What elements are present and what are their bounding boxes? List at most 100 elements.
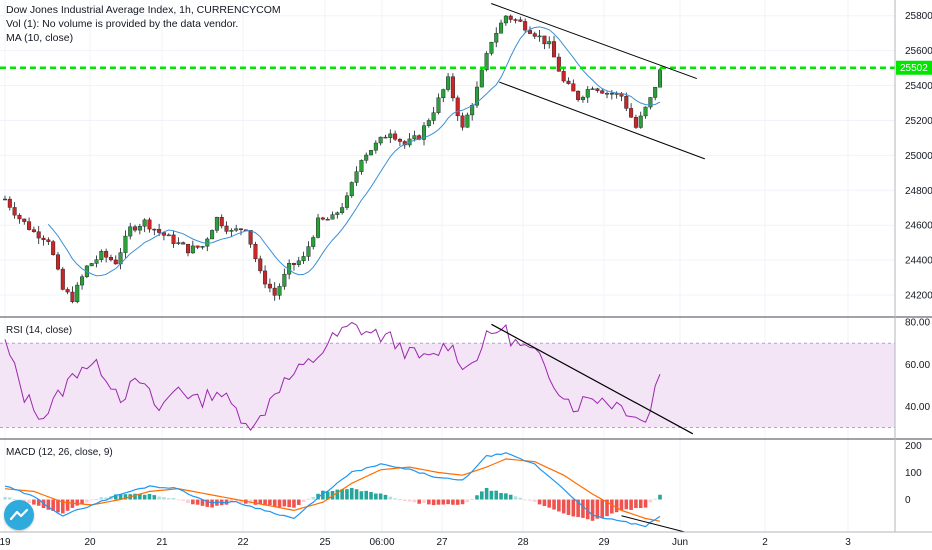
cloud-icon — [9, 508, 29, 521]
time-tick-label: 29 — [598, 537, 610, 548]
candle-body — [503, 15, 508, 24]
macd-histogram-bar — [576, 499, 580, 518]
candle — [566, 77, 571, 85]
candle — [27, 217, 32, 231]
macd-histogram-bar — [451, 499, 455, 505]
candle — [446, 72, 451, 92]
candle-body — [653, 87, 658, 98]
macd-histogram-bar — [537, 499, 542, 505]
candle-body — [186, 243, 191, 254]
macd-histogram-bar — [610, 499, 614, 514]
candle-body — [484, 53, 489, 71]
candle — [378, 136, 383, 146]
candle — [210, 229, 215, 240]
candle-body — [210, 230, 215, 240]
candle-body — [330, 214, 335, 220]
tradingview-logo[interactable] — [4, 500, 34, 530]
macd-histogram-bar — [94, 498, 99, 500]
macd-histogram-bar — [205, 499, 210, 507]
candle — [55, 251, 60, 271]
candle — [65, 287, 70, 295]
macd-histogram-bar — [65, 499, 70, 511]
candle — [523, 18, 528, 33]
macd-histogram-bar — [46, 499, 51, 510]
macd-histogram-bar — [321, 490, 325, 500]
legend-ma: MA (10, close) — [6, 32, 74, 44]
candle — [354, 166, 359, 186]
candle-body — [344, 195, 349, 208]
candle — [128, 222, 133, 240]
macd-histogram-bar — [340, 489, 344, 500]
candle — [22, 218, 27, 225]
price-pane[interactable] — [0, 3, 895, 304]
candle-body — [147, 219, 152, 230]
candle-body — [518, 19, 523, 22]
macd-tick-label: 200 — [905, 441, 922, 452]
price-tick-label: 25400 — [905, 81, 932, 92]
candle — [190, 240, 195, 254]
macd-histogram-bar — [272, 499, 277, 507]
candle-body — [494, 33, 499, 43]
candle-body — [46, 239, 51, 242]
candle-body — [364, 154, 369, 161]
rsi-trendline — [491, 323, 694, 435]
macd-histogram-bar — [566, 499, 571, 515]
macd-histogram-bar — [412, 499, 417, 503]
candle — [349, 181, 354, 198]
candle-body — [128, 226, 133, 237]
candle — [94, 255, 99, 268]
candle — [263, 265, 268, 289]
candle — [369, 150, 374, 156]
candle — [580, 95, 585, 103]
candle — [306, 241, 311, 261]
candle-body — [108, 257, 113, 261]
macd-histogram-bar — [605, 499, 609, 517]
price-tick-label: 24200 — [905, 291, 932, 302]
candle-body — [55, 254, 60, 270]
macd-histogram-bar — [181, 499, 185, 501]
candle — [441, 88, 446, 103]
candle-body — [316, 217, 321, 238]
macd-histogram-bar — [306, 498, 311, 500]
price-tick-label: 24600 — [905, 221, 932, 232]
candle-body — [460, 115, 465, 128]
price-tick-label: 25800 — [905, 11, 932, 22]
macd-histogram-bar — [585, 499, 590, 520]
candle — [36, 225, 41, 244]
grid-lines — [0, 0, 895, 532]
candle — [7, 196, 12, 211]
candle-body — [479, 69, 484, 88]
macd-histogram-bar — [398, 499, 402, 500]
macd-tick-label: 100 — [905, 468, 922, 479]
candle — [479, 67, 484, 88]
macd-histogram-bar — [600, 499, 605, 519]
candle-body — [590, 88, 595, 90]
candle — [17, 213, 22, 224]
candle — [137, 223, 142, 235]
candle-body — [181, 242, 186, 245]
macd-histogram-bar — [316, 493, 320, 500]
macd-histogram-bar — [296, 499, 301, 505]
candle — [624, 92, 629, 112]
candle-body — [99, 251, 104, 260]
macd-histogram-bar — [369, 492, 373, 500]
candle-body — [65, 289, 70, 293]
macd-histogram-bar — [253, 499, 258, 505]
candle-body — [369, 150, 374, 156]
macd-histogram-bar — [446, 499, 450, 505]
candle — [585, 86, 590, 103]
candle-body — [234, 228, 239, 231]
candle-body — [436, 97, 441, 113]
rsi-pane[interactable] — [0, 321, 895, 435]
candle-body — [527, 29, 532, 34]
macd-histogram-bar — [658, 494, 662, 500]
macd-pane[interactable] — [3, 452, 685, 533]
macd-histogram-bar — [8, 497, 12, 500]
macd-histogram-bar — [504, 493, 508, 500]
macd-histogram-bar — [104, 497, 108, 500]
candle — [123, 230, 128, 258]
candle — [412, 130, 417, 142]
candle — [537, 30, 542, 42]
